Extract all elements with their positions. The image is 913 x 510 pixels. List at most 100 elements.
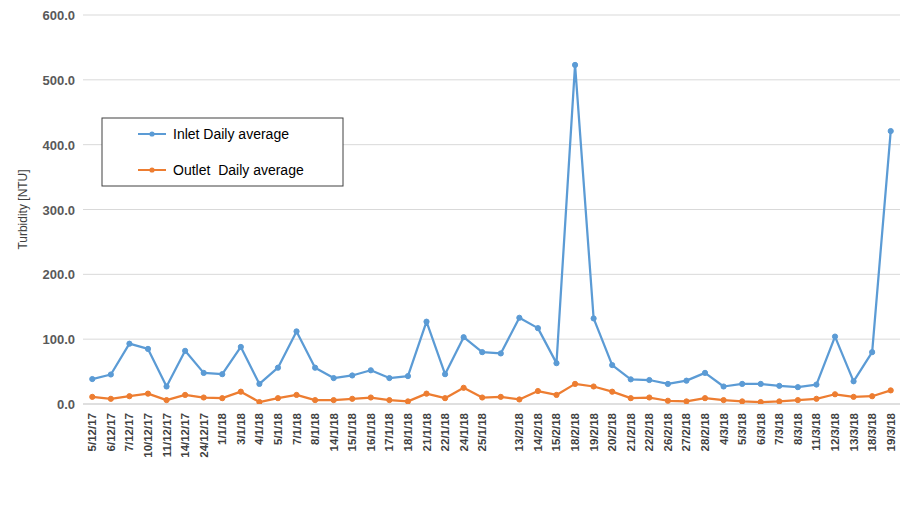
x-tick-label: 18/1/18	[402, 412, 414, 451]
chart: 0.0100.0200.0300.0400.0500.0600.0Turbidi…	[0, 0, 913, 510]
x-tick-label: 26/2/18	[662, 412, 674, 451]
data-point	[90, 394, 95, 399]
data-point	[220, 372, 225, 377]
x-tick-label: 21/1/18	[421, 412, 433, 451]
data-point	[480, 350, 485, 355]
data-point	[610, 389, 615, 394]
x-tick-label: 24/1/18	[458, 412, 470, 451]
x-tick-label: 15/1/18	[346, 412, 358, 451]
x-tick-label: 6/3/18	[755, 412, 767, 445]
data-point	[517, 315, 522, 320]
data-point	[832, 392, 837, 397]
x-tick-label: 24/12/17	[198, 413, 210, 458]
data-point	[405, 374, 410, 379]
data-point	[442, 396, 447, 401]
x-tick-label: 3/1/18	[235, 412, 247, 445]
x-tick-label: 19/3/18	[885, 412, 897, 451]
x-tick-label: 6/12/17	[105, 413, 117, 451]
data-point	[498, 351, 503, 356]
grid-line	[83, 209, 900, 210]
data-point	[90, 376, 95, 381]
x-tick-label: 14/12/17	[179, 413, 191, 458]
data-point	[108, 396, 113, 401]
background	[0, 0, 913, 510]
data-point	[164, 398, 169, 403]
data-point	[127, 394, 132, 399]
data-point	[758, 381, 763, 386]
data-point	[777, 383, 782, 388]
data-point	[294, 392, 299, 397]
x-tick-label: 11/3/18	[810, 412, 822, 450]
legend-marker	[149, 131, 154, 136]
series-line	[92, 384, 890, 402]
data-point	[702, 396, 707, 401]
data-point	[647, 395, 652, 400]
data-point	[572, 62, 577, 67]
data-point	[870, 350, 875, 355]
data-point	[628, 377, 633, 382]
data-point	[238, 389, 243, 394]
data-point	[554, 361, 559, 366]
data-point	[201, 395, 206, 400]
y-tick-label: 100.0	[42, 332, 75, 347]
data-point	[554, 392, 559, 397]
x-tick-label: 7/3/18	[773, 412, 785, 445]
data-point	[740, 381, 745, 386]
x-tick-label: 28/2/18	[699, 412, 711, 451]
grid-line	[83, 15, 900, 16]
data-point	[684, 378, 689, 383]
data-point	[795, 398, 800, 403]
data-point	[145, 391, 150, 396]
x-tick-label: 8/1/18	[309, 412, 321, 445]
data-point	[275, 396, 280, 401]
x-tick-label: 25/1/18	[476, 412, 488, 451]
data-point	[721, 384, 726, 389]
x-tick-label: 18/3/18	[866, 412, 878, 451]
data-point	[870, 394, 875, 399]
x-tick-label: 21/2/18	[625, 412, 637, 451]
data-point	[405, 399, 410, 404]
data-point	[127, 341, 132, 346]
data-point	[183, 348, 188, 353]
data-point	[238, 344, 243, 349]
x-tick-label: 8/3/18	[792, 412, 804, 445]
x-tick-label: 19/2/18	[588, 412, 600, 451]
x-tick-label: 16/1/18	[365, 412, 377, 451]
series-line	[92, 65, 890, 387]
x-tick-label: 17/1/18	[383, 412, 395, 451]
x-tick-label: 22/1/18	[439, 412, 451, 451]
data-point	[851, 394, 856, 399]
data-point	[591, 384, 596, 389]
y-tick-label: 200.0	[42, 267, 75, 282]
data-point	[665, 381, 670, 386]
y-tick-label: 400.0	[42, 138, 75, 153]
y-tick-label: 0.0	[57, 397, 75, 412]
x-tick-label: 14/2/18	[532, 412, 544, 451]
grid-line	[83, 79, 900, 80]
plot-area	[90, 62, 894, 404]
data-point	[313, 365, 318, 370]
data-point	[257, 399, 262, 404]
x-tick-label: 7/12/17	[123, 413, 135, 451]
legend-label: Inlet Daily average	[173, 126, 289, 142]
x-tick-label: 7/1/18	[291, 412, 303, 445]
x-tick-label: 4/3/18	[718, 412, 730, 445]
x-tick-label: 13/3/18	[848, 412, 860, 451]
x-tick-label: 4/1/18	[253, 412, 265, 445]
x-tick-label: 13/2/18	[513, 412, 525, 451]
data-point	[777, 399, 782, 404]
data-point	[387, 398, 392, 403]
y-tick-label: 500.0	[42, 73, 75, 88]
data-point	[888, 128, 893, 133]
data-point	[647, 377, 652, 382]
legend-label: Outlet Daily average	[173, 162, 304, 178]
x-tick-label: 10/12/17	[142, 413, 154, 458]
x-tick-label: 1/1/18	[216, 412, 228, 445]
data-point	[442, 372, 447, 377]
data-point	[331, 375, 336, 380]
grid-line	[83, 339, 900, 340]
data-point	[368, 395, 373, 400]
data-point	[461, 335, 466, 340]
data-point	[220, 396, 225, 401]
grid-line	[83, 274, 900, 275]
